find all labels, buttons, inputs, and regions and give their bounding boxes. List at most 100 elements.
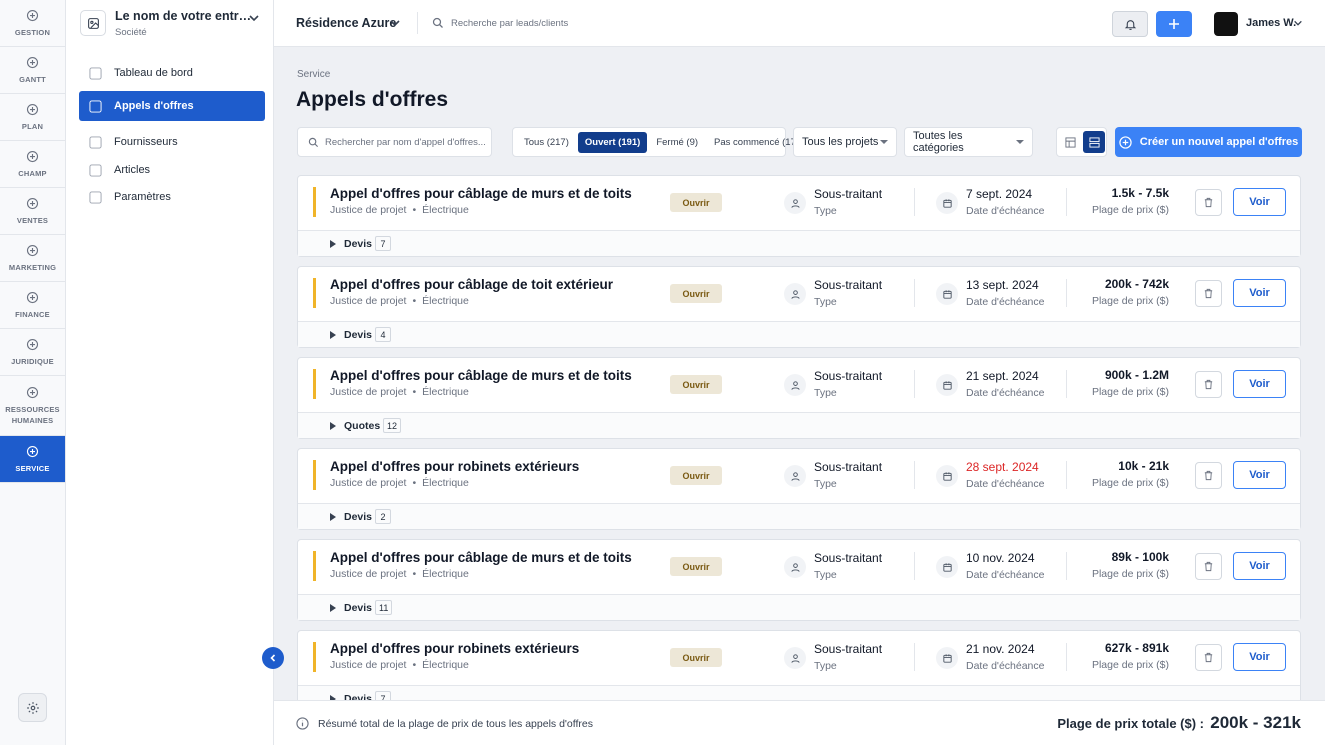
tender-title[interactable]: Appel d'offres pour câblage de murs et d… [330,186,632,201]
rail-item[interactable]: MARKETING [0,235,65,282]
filter-dropdown[interactable]: Tous les projets [793,127,897,157]
rail-item[interactable]: JURIDIQUE [0,329,65,376]
delete-button[interactable] [1195,644,1222,671]
rail-item[interactable]: GANTT [0,47,65,94]
status-tab[interactable]: Tous (217) [524,136,569,148]
price-range: 1.5k - 7.5k [1111,186,1169,200]
price-label: Plage de prix ($) [1091,295,1169,307]
rail-item[interactable]: GESTION [0,0,65,47]
notifications-button[interactable] [1112,11,1148,37]
quotes-count: 12 [383,418,402,433]
user-name[interactable]: James W. [1246,17,1297,29]
card-view[interactable] [1083,131,1105,153]
delete-button[interactable] [1195,462,1222,489]
quotes-row[interactable]: Devis 7 [298,230,1300,256]
tender-title[interactable]: Appel d'offres pour câblage de murs et d… [330,550,632,565]
avatar[interactable] [1214,12,1238,36]
view-button[interactable]: Voir [1233,552,1286,580]
status-bar [313,187,316,217]
category: Électrique [422,204,469,216]
divider [914,188,915,216]
tender-title[interactable]: Appel d'offres pour câblage de toit exté… [330,277,614,292]
table-view[interactable] [1065,137,1076,148]
project-name: Justice de projet [330,659,407,671]
collapse-button[interactable] [262,647,284,669]
delete-button[interactable] [1195,189,1222,216]
add-button[interactable] [1156,11,1192,37]
menu-item[interactable]: Paramètres [79,182,265,212]
status-tab[interactable]: Fermé (9) [656,136,699,148]
tender-card: Appel d'offres pour robinets extérieurs … [297,448,1301,530]
rail-label: RESSOURCES HUMAINES [5,405,60,425]
role-label: Type [814,660,837,672]
divider [1066,188,1067,216]
quotes-row[interactable]: Quotes 12 [298,412,1300,438]
summary-note: Résumé total de la plage de prix de tous… [318,718,593,730]
status-tab[interactable]: Pas commencé (17) [714,136,800,148]
search-input[interactable]: Recherche par leads/clients [451,18,569,29]
view-button[interactable]: Voir [1233,188,1286,216]
project-selector[interactable]: Résidence Azure [296,16,397,30]
date-icon [936,374,958,396]
company-name[interactable]: Le nom de votre entr… [115,9,252,23]
search-placeholder: Rechercher par nom d'appel d'offres... [325,137,486,148]
category: Électrique [422,568,469,580]
view-button[interactable]: Voir [1233,643,1286,671]
due-date: 28 sept. 2024 [966,460,1039,474]
view-toggle [1056,127,1107,157]
rail-item[interactable]: SERVICE [0,436,65,483]
quotes-row[interactable]: Devis 4 [298,321,1300,347]
tender-search[interactable]: Rechercher par nom d'appel d'offres... [297,127,492,157]
rail-label: GESTION [14,28,51,37]
delete-button[interactable] [1195,280,1222,307]
view-button[interactable]: Voir [1233,370,1286,398]
menu-item[interactable]: Appels d'offres [79,91,265,121]
menu-item[interactable]: Articles [79,155,265,185]
rail-label: SERVICE [15,464,50,473]
quotes-row[interactable]: Devis 2 [298,503,1300,529]
status-bar [313,460,316,490]
rail-label: GANTT [19,75,46,84]
quotes-row[interactable]: Devis 11 [298,594,1300,620]
create-button[interactable]: Créer un nouvel appel d'offres [1115,127,1302,157]
menu-item[interactable]: Fournisseurs [79,127,265,157]
price-label: Plage de prix ($) [1091,204,1169,216]
role-label: Type [814,478,837,490]
page-title: Appels d'offres [296,88,449,111]
quotes-count: 2 [375,509,391,524]
rail-item[interactable]: CHAMP [0,141,65,188]
menu-item[interactable]: Tableau de bord [79,58,265,88]
category: Électrique [422,659,469,671]
divider [914,643,915,671]
divider [1066,279,1067,307]
delete-button[interactable] [1195,371,1222,398]
tender-title[interactable]: Appel d'offres pour robinets extérieurs [330,641,580,656]
menu-label: Paramètres [114,191,171,203]
category: Électrique [422,386,469,398]
delete-button[interactable] [1195,553,1222,580]
divider [914,461,915,489]
date-icon [936,647,958,669]
chevron [1294,20,1302,26]
rail-item[interactable]: VENTES [0,188,65,235]
price-label: Plage de prix ($) [1091,477,1169,489]
filter-dropdown[interactable]: Toutes les catégories [904,127,1033,157]
status-tab[interactable]: Ouvert (191) [577,131,648,153]
due-date: 7 sept. 2024 [966,187,1033,201]
rail-item[interactable]: RESSOURCES HUMAINES [0,376,65,436]
breadcrumb: Service [297,69,331,80]
rail-item[interactable]: FINANCE [0,282,65,329]
divider [1066,643,1067,671]
view-button[interactable]: Voir [1233,461,1286,489]
settings-button[interactable] [18,693,47,722]
tender-title[interactable]: Appel d'offres pour câblage de murs et d… [330,368,632,383]
date-icon [936,192,958,214]
tender-title[interactable]: Appel d'offres pour robinets extérieurs [330,459,580,474]
status-badge: Ouvrir [670,375,722,394]
rail-item[interactable]: PLAN [0,94,65,141]
rail-label: PLAN [21,122,44,131]
view-button[interactable]: Voir [1233,279,1286,307]
due-label: Date d'échéance [966,296,1045,308]
role-icon [784,374,806,396]
role-icon [784,283,806,305]
